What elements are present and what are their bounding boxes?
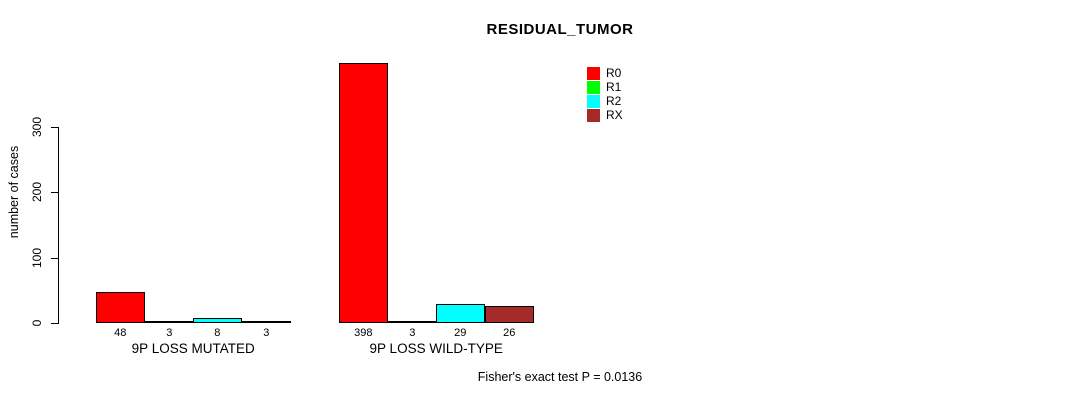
y-tick-mark: [51, 192, 58, 194]
category-label: 9P LOSS MUTATED: [131, 341, 255, 356]
legend-label-r0: R0: [606, 65, 622, 80]
legend-label-rx: RX: [606, 107, 623, 122]
legend-swatch-r2: [587, 94, 600, 108]
y-tick-mark: [51, 127, 58, 129]
bar-r0-group2: [339, 63, 388, 323]
bar-r0-group1: [96, 292, 145, 323]
y-tick-mark: [51, 257, 58, 259]
bar-r1-group1: [145, 321, 194, 323]
bar-rx-group2: [485, 306, 534, 323]
legend-item-r1: R1: [587, 80, 623, 94]
legend: R0 R1 R2 RX: [587, 66, 623, 122]
bar-value-label: 29: [454, 327, 467, 339]
y-axis-line: [58, 127, 59, 324]
legend-label-r2: R2: [606, 93, 622, 108]
bar-value-label: 8: [214, 327, 221, 339]
bar-value-label: 26: [503, 327, 516, 339]
bar-value-label: 3: [263, 327, 270, 339]
legend-item-r2: R2: [587, 94, 623, 108]
y-axis-label: number of cases: [7, 145, 21, 239]
legend-swatch-rx: [587, 108, 600, 122]
bar-value-label: 48: [114, 327, 127, 339]
legend-label-r1: R1: [606, 79, 622, 94]
chart-title: RESIDUAL_TUMOR: [486, 21, 634, 38]
bar-r2-group1: [193, 318, 242, 323]
bar-value-label: 3: [409, 327, 416, 339]
y-tick-mark: [51, 323, 58, 324]
y-tick-label: 0: [30, 319, 44, 327]
legend-item-rx: RX: [587, 108, 623, 122]
bar-rx-group1: [242, 321, 291, 323]
y-tick-label: 300: [30, 117, 44, 138]
y-tick-label: 200: [30, 182, 44, 203]
bar-r1-group2: [388, 321, 437, 323]
legend-swatch-r0: [587, 66, 600, 80]
fisher-test-annotation: Fisher's exact test P = 0.0136: [477, 370, 643, 384]
category-label: 9P LOSS WILD-TYPE: [369, 341, 503, 356]
y-tick-label: 100: [30, 247, 44, 268]
legend-swatch-r1: [587, 80, 600, 94]
bar-value-label: 398: [354, 327, 373, 339]
bar-value-label: 3: [166, 327, 173, 339]
bar-r2-group2: [436, 304, 485, 323]
legend-item-r0: R0: [587, 66, 623, 80]
